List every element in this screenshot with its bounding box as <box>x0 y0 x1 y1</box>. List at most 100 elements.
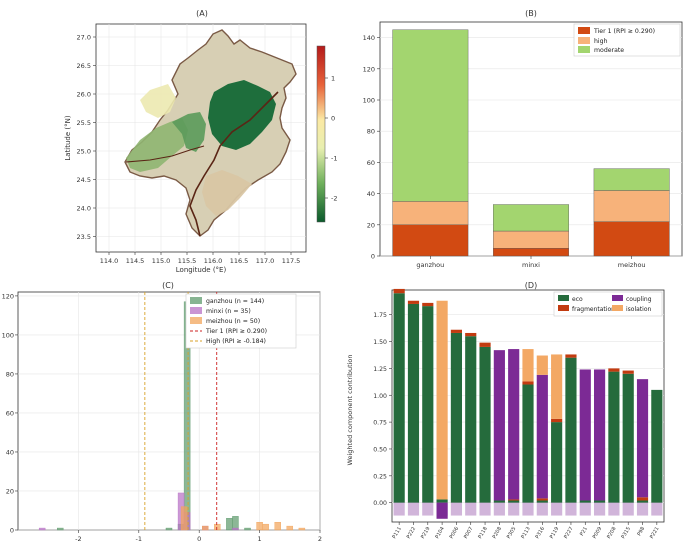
bar-baseline-band-P208 <box>608 502 620 516</box>
panel-c: (C) 0 20 40 60 80 100 120 -2 -1 0 1 2 ganzhou (n = … <box>2 281 322 543</box>
bar-moderate-meizhou <box>593 168 670 191</box>
y-tick-label: 25.5 <box>77 119 91 127</box>
y-tick-label: 80 <box>367 128 375 136</box>
y-tick-label: 1.50 <box>373 339 387 346</box>
bar-isolation-P104 <box>436 300 448 500</box>
hist-bar-meizhou <box>286 525 294 531</box>
bar-eco-P104 <box>436 499 448 503</box>
legend-swatch-moderate <box>578 46 590 53</box>
x-tick-label: 116.5 <box>230 257 249 265</box>
x-tick-label: P111 <box>391 526 402 540</box>
x-tick-label: 114.5 <box>126 257 145 265</box>
bar-high-minxi <box>493 230 569 249</box>
y-tick-label: 0.25 <box>373 473 387 480</box>
panel-a-ticks: 114.0 114.5 115.0 115.5 116.0 116.5 117.0 117.5… <box>77 34 301 266</box>
x-tick-label: P316 <box>535 526 546 540</box>
panel-a-xlabel: Longitude (°E) <box>176 266 227 274</box>
bar-eco-P006 <box>450 332 463 503</box>
hist-bar-minxi <box>232 527 239 531</box>
bar-baseline-band-P007 <box>465 502 477 516</box>
x-tick-label: P118 <box>477 526 488 540</box>
x-tick-label: P98 <box>636 526 646 537</box>
bar-fragmentation-P222 <box>407 300 420 304</box>
x-tick-label: 117.5 <box>282 257 301 265</box>
bar-eco-P316 <box>536 500 548 503</box>
panel-a-label: (A) <box>196 9 208 18</box>
y-tick-label: 100 <box>2 331 14 339</box>
hist-bar-meizhou <box>202 525 209 531</box>
y-tick-label: 24.0 <box>77 205 91 213</box>
bar-isolation-P316 <box>536 355 548 375</box>
bar-baseline-band-P221 <box>651 502 663 516</box>
legend-swatch-ganzhou <box>190 297 202 304</box>
bar-eco-P219 <box>422 306 434 503</box>
map-outline <box>124 29 297 237</box>
bar-eco-P009 <box>593 500 606 503</box>
bar-baseline-band-P305 <box>508 502 520 516</box>
x-tick-label: P21 <box>579 526 589 537</box>
bar-eco-P113 <box>522 384 534 503</box>
y-tick-label: 140 <box>363 34 375 42</box>
hist-bar-meizhou <box>298 527 306 531</box>
bar-baseline-band-P111 <box>393 502 405 516</box>
bar-eco-P222 <box>407 303 420 503</box>
legend-label-meizhou: meizhou (n = 50) <box>206 318 260 325</box>
x-tick-label: P104 <box>434 526 445 540</box>
bar-fragmentation-P227 <box>565 354 577 358</box>
legend-label-tier1-line: Tier 1 (RPI ≥ 0.290) <box>205 328 267 335</box>
y-tick-label: 26.5 <box>77 62 91 70</box>
bar-baseline-band-P009 <box>593 502 606 516</box>
x-tick-label: P222 <box>406 526 417 540</box>
bar-fragmentation-P118 <box>479 342 491 347</box>
bar-coupling-P208 <box>493 350 505 501</box>
x-tick-label: P119 <box>549 526 560 540</box>
bar-isolation-P119 <box>551 354 563 419</box>
y-tick-label: 0.00 <box>373 500 387 507</box>
x-tick-label: -1 <box>136 535 142 543</box>
y-tick-label: 60 <box>6 409 14 417</box>
y-tick-label: 100 <box>363 97 375 105</box>
panel-c-legend: ganzhou (n = 144) minxi (n = 35) meizhou… <box>185 293 297 349</box>
map-river <box>189 91 279 237</box>
y-tick-label: 0.75 <box>373 420 387 427</box>
y-tick-label: 60 <box>367 159 375 167</box>
bar-eco-P007 <box>465 336 477 503</box>
y-tick-label: 0.50 <box>373 446 387 453</box>
bar-baseline-band-P227 <box>565 502 577 516</box>
bar-isolation-P113 <box>522 349 534 382</box>
y-tick-label: 23.5 <box>77 233 91 241</box>
bar-baseline-band-P315 <box>622 502 634 516</box>
bar-fragmentation-P111 <box>393 288 405 294</box>
bar-eco-P111 <box>393 293 405 503</box>
bar-baseline-band-P98 <box>636 502 649 516</box>
hist-bar-ganzhou <box>57 527 64 531</box>
bar-coupling-P21 <box>579 369 591 501</box>
y-tick-label: 26.0 <box>77 91 91 99</box>
legend-swatch-tier1 <box>578 27 590 34</box>
y-tick-label: 24.5 <box>77 176 91 184</box>
bar-eco-P21 <box>579 500 591 503</box>
panel-c-bars <box>38 301 306 531</box>
colorbar-tick-label: 1 <box>331 75 335 83</box>
colorbar-tick-label: -1 <box>331 155 337 163</box>
y-tick-label: 0 <box>371 253 375 261</box>
x-tick-label: 115.0 <box>152 257 171 265</box>
bar-eco-P305 <box>508 500 520 503</box>
colorbar-tick-label: 0 <box>331 115 335 123</box>
x-tick-label: P009 <box>592 526 603 540</box>
x-tick-label: 1 <box>258 535 262 543</box>
map-zone-south <box>202 170 252 216</box>
x-tick-label: minxi <box>522 261 540 269</box>
panel-d-label: (D) <box>525 281 537 290</box>
hist-bar-ganzhou <box>244 527 251 531</box>
panel-a-ylabel: Latitude (°N) <box>64 115 72 161</box>
x-tick-label: P221 <box>649 526 660 540</box>
x-tick-label: 115.5 <box>178 257 197 265</box>
bar-coupling-P104 <box>436 502 448 519</box>
bar-coupling-P305 <box>508 349 520 500</box>
y-tick-label: 20 <box>6 487 14 495</box>
bar-fragmentation-P305 <box>508 499 520 501</box>
y-tick-label: 1.25 <box>373 366 387 373</box>
bar-baseline-band-P006 <box>450 502 463 516</box>
bar-baseline-band-P316 <box>536 502 548 516</box>
